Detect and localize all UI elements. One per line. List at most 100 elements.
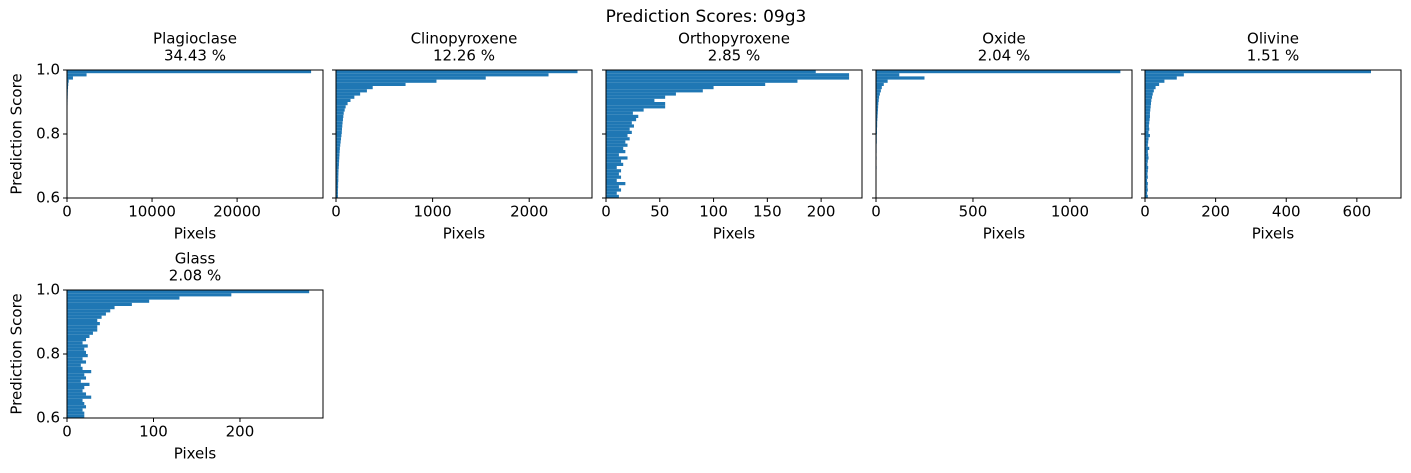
subplot-title: Oxide bbox=[982, 30, 1026, 48]
bar bbox=[336, 143, 341, 147]
bar bbox=[67, 70, 312, 74]
bar bbox=[67, 309, 111, 313]
bar bbox=[1145, 124, 1149, 128]
bar bbox=[1145, 188, 1148, 192]
bar bbox=[876, 86, 882, 90]
bar bbox=[336, 166, 339, 170]
bar bbox=[876, 118, 878, 122]
bar bbox=[336, 111, 344, 115]
bar bbox=[606, 137, 630, 141]
bar bbox=[1145, 146, 1150, 150]
subplot-subtitle: 34.43 % bbox=[164, 47, 226, 65]
bar bbox=[336, 162, 339, 166]
bar bbox=[336, 73, 549, 77]
bar bbox=[606, 130, 632, 134]
x-tick-label: 100 bbox=[699, 203, 728, 221]
bar bbox=[1145, 150, 1148, 154]
bar bbox=[67, 86, 69, 90]
bar bbox=[606, 86, 714, 90]
bar bbox=[1145, 89, 1154, 93]
bar bbox=[1145, 111, 1150, 115]
bar bbox=[606, 105, 666, 109]
x-tick-label: 150 bbox=[753, 203, 782, 221]
bar bbox=[1145, 92, 1153, 96]
bar bbox=[1145, 182, 1148, 186]
bar bbox=[606, 76, 850, 80]
x-tick-label: 0 bbox=[62, 423, 72, 441]
bar bbox=[67, 379, 81, 383]
bar bbox=[606, 182, 626, 186]
x-tick-label: 1000 bbox=[414, 203, 452, 221]
bar bbox=[1145, 159, 1148, 163]
bar bbox=[1145, 143, 1148, 147]
bar bbox=[336, 92, 361, 96]
bar bbox=[336, 185, 339, 189]
bar bbox=[876, 124, 878, 128]
bar bbox=[876, 121, 878, 125]
bar bbox=[1145, 194, 1148, 198]
bar bbox=[67, 82, 69, 86]
bar bbox=[606, 166, 617, 170]
bar bbox=[67, 402, 85, 406]
bar bbox=[67, 322, 100, 326]
x-tick-label: 100 bbox=[139, 423, 168, 441]
bar bbox=[876, 89, 881, 93]
bar bbox=[1145, 191, 1148, 195]
bar bbox=[606, 194, 619, 198]
bar bbox=[606, 162, 624, 166]
bar bbox=[876, 70, 1121, 74]
x-tick-label: 0 bbox=[331, 203, 341, 221]
figure-title: Prediction Scores: 09g3 bbox=[606, 7, 807, 27]
bar bbox=[606, 82, 766, 86]
bar bbox=[67, 405, 87, 409]
bar bbox=[67, 354, 88, 358]
bar bbox=[67, 382, 90, 386]
subplot-title: Glass bbox=[175, 250, 216, 268]
bar bbox=[336, 76, 486, 80]
bar bbox=[606, 146, 624, 150]
subplot-title: Olivine bbox=[1247, 30, 1299, 48]
y-axis-label: Prediction Score bbox=[8, 73, 26, 194]
bar bbox=[606, 178, 617, 182]
bar bbox=[1145, 79, 1165, 83]
x-tick-label: 0 bbox=[601, 203, 611, 221]
bar bbox=[67, 357, 83, 361]
bar bbox=[606, 73, 850, 77]
bar bbox=[1145, 134, 1150, 138]
bar bbox=[1145, 172, 1148, 176]
bar bbox=[876, 105, 879, 109]
bar bbox=[606, 114, 639, 118]
bar bbox=[336, 172, 339, 176]
bar bbox=[1145, 105, 1151, 109]
bar bbox=[67, 76, 73, 80]
bar bbox=[67, 411, 85, 415]
x-tick-label: 500 bbox=[959, 203, 988, 221]
bar bbox=[336, 121, 343, 125]
bar bbox=[67, 392, 87, 396]
bar bbox=[1145, 130, 1149, 134]
bar bbox=[1145, 70, 1371, 74]
subplot-subtitle: 12.26 % bbox=[433, 47, 495, 65]
x-tick-label: 0 bbox=[62, 203, 72, 221]
subplot-title: Plagioclase bbox=[153, 30, 237, 48]
x-axis-label: Pixels bbox=[174, 445, 217, 463]
bar bbox=[606, 150, 626, 154]
x-tick-label: 200 bbox=[807, 203, 836, 221]
bar bbox=[336, 156, 340, 160]
x-tick-label: 50 bbox=[650, 203, 669, 221]
bar bbox=[606, 108, 644, 112]
y-tick-label: 0.8 bbox=[36, 345, 60, 363]
bar bbox=[67, 296, 180, 300]
subplot-title: Clinopyroxene bbox=[411, 30, 518, 48]
bar bbox=[67, 293, 232, 297]
bar bbox=[606, 172, 619, 176]
bar bbox=[606, 92, 676, 96]
bar bbox=[67, 363, 81, 367]
bar bbox=[67, 79, 69, 83]
bar bbox=[1145, 185, 1148, 189]
bar bbox=[1145, 178, 1148, 182]
bar bbox=[67, 366, 83, 370]
bar bbox=[1145, 114, 1150, 118]
bar bbox=[67, 290, 310, 294]
